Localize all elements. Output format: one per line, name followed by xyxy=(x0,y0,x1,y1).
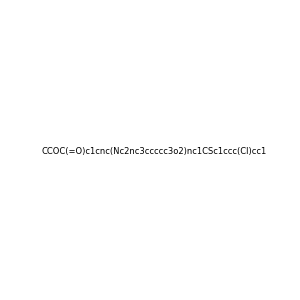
Text: CCOC(=O)c1cnc(Nc2nc3ccccc3o2)nc1CSc1ccc(Cl)cc1: CCOC(=O)c1cnc(Nc2nc3ccccc3o2)nc1CSc1ccc(… xyxy=(41,147,266,156)
